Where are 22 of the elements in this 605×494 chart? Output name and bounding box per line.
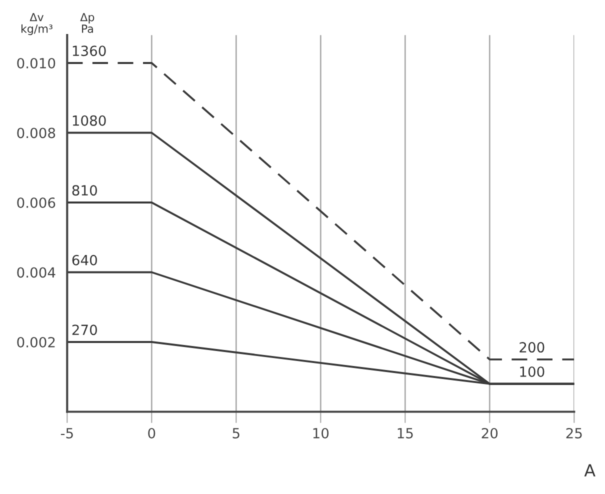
x-tick-label: 5 xyxy=(232,428,240,438)
series-label: 810 xyxy=(72,185,97,196)
x-tick-label: 15 xyxy=(398,428,413,438)
y-tick-label: 0.010 xyxy=(17,58,56,68)
y-axis-title: Δv kg/m³ xyxy=(21,13,52,36)
series-label: 270 xyxy=(72,324,97,336)
x-tick-label: 0 xyxy=(148,428,156,438)
series-label: 1360 xyxy=(72,46,106,56)
x-tick-label: 25 xyxy=(566,428,582,438)
x-tick-label: 10 xyxy=(313,428,329,438)
x-tick-label: -5 xyxy=(60,428,73,438)
x-axis-title: A xyxy=(584,464,596,476)
y-tick-label: 0.008 xyxy=(17,128,56,138)
y-tick-label: 0.002 xyxy=(17,336,55,348)
y-tick-label: 0.006 xyxy=(17,197,56,208)
series-label: 1080 xyxy=(72,115,106,126)
series-label: 640 xyxy=(72,254,97,266)
annotation: 100 xyxy=(520,366,544,377)
x-tick-label: 20 xyxy=(482,428,498,438)
text: Δp Pa xyxy=(80,13,94,33)
annotation: 200 xyxy=(520,342,544,353)
y-tick-label: 0.004 xyxy=(17,267,56,278)
